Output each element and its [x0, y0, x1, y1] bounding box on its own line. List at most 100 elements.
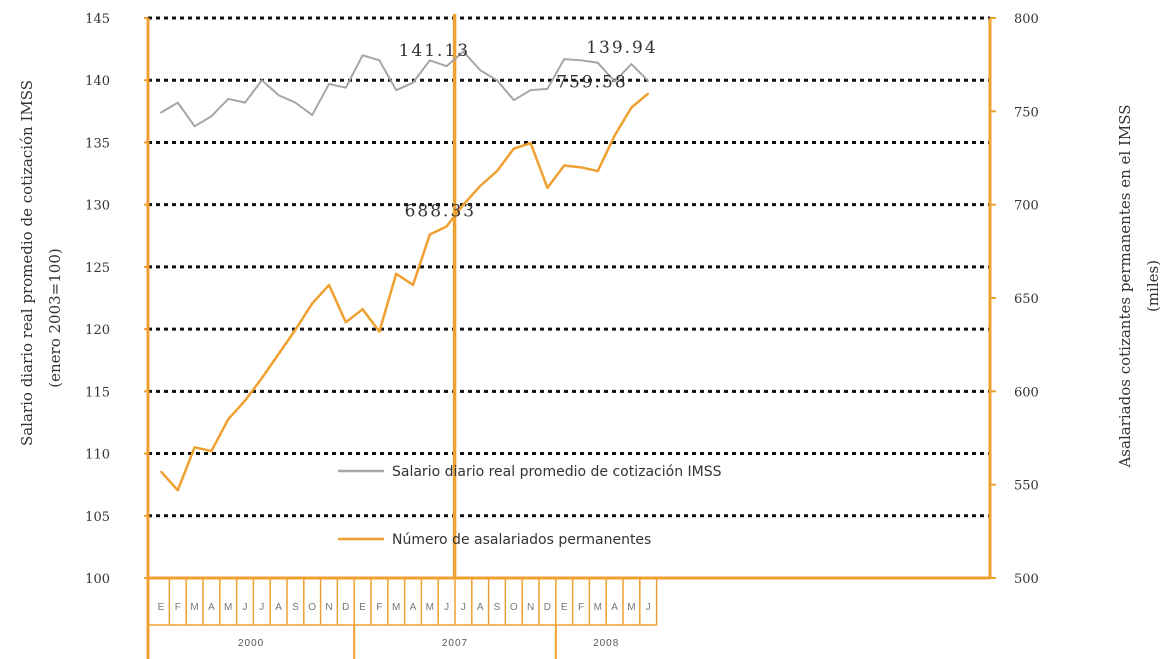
data-point	[311, 114, 314, 116]
data-point	[613, 134, 616, 137]
data-point	[412, 284, 414, 286]
x-month-label: O	[510, 602, 518, 613]
annotation-label: 139.94	[586, 38, 657, 58]
x-month-label: J	[444, 602, 449, 613]
data-point	[345, 86, 347, 89]
x-month-label: M	[190, 602, 198, 613]
data-point	[244, 399, 246, 402]
annotation-label: 759.58	[556, 72, 627, 92]
x-month-label: D	[342, 602, 349, 613]
annotation-label: 688.33	[405, 201, 476, 221]
y-right-title: Asalariados cotizantes permanentes en el…	[1116, 104, 1162, 468]
x-month-label: E	[158, 602, 165, 613]
x-month-label: S	[494, 602, 501, 613]
x-month-label: F	[376, 602, 382, 613]
data-point	[311, 302, 314, 305]
data-point	[647, 92, 649, 95]
x-month-label: M	[627, 602, 635, 613]
data-point	[395, 272, 398, 275]
data-point	[496, 79, 498, 82]
data-point	[261, 377, 263, 380]
x-year-label: 2007	[442, 638, 468, 649]
data-point	[177, 489, 179, 492]
y-left-tick-label: 115	[85, 385, 110, 400]
data-point	[529, 89, 532, 91]
data-point	[462, 50, 465, 53]
data-point	[277, 353, 280, 355]
data-point	[277, 94, 280, 96]
data-point	[160, 470, 162, 473]
y-right-tick-label: 550	[1014, 479, 1039, 494]
y-right-title-line2: (miles)	[1144, 260, 1162, 312]
data-point	[563, 164, 565, 167]
x-year-label: 2000	[238, 638, 264, 649]
data-point	[462, 203, 465, 206]
x-year-label: 2008	[593, 638, 619, 649]
data-point	[361, 54, 364, 57]
data-point	[445, 225, 448, 228]
data-point	[261, 79, 263, 82]
data-point	[244, 101, 246, 104]
x-month-label: F	[175, 602, 181, 613]
annotation-label: 141.13	[399, 41, 470, 61]
legend: Salario diario real promedio de cotizaci…	[338, 464, 722, 548]
data-point	[227, 418, 229, 421]
series-line-asalariados	[160, 92, 650, 492]
x-month-label: N	[325, 602, 332, 613]
x-month-label: M	[224, 602, 232, 613]
data-point	[513, 99, 515, 101]
data-point	[546, 88, 549, 90]
x-month-label: J	[646, 602, 651, 613]
data-point	[378, 330, 381, 333]
x-month-label: J	[243, 602, 248, 613]
data-point	[412, 81, 414, 84]
data-point	[294, 328, 297, 331]
data-point	[647, 80, 649, 82]
data-point	[580, 166, 582, 169]
y-left-tick-label: 110	[85, 448, 110, 463]
y-left-tick-label: 135	[85, 136, 110, 151]
data-point	[563, 58, 565, 60]
legend-label-asalariados: Número de asalariados permanentes	[392, 532, 651, 548]
data-point	[496, 170, 498, 172]
x-month-label: A	[208, 602, 215, 613]
data-point	[160, 111, 162, 114]
y-right-tick-label: 700	[1014, 199, 1039, 214]
data-point	[546, 187, 549, 189]
y-left-tick-label: 145	[85, 12, 110, 27]
x-month-label: N	[527, 602, 534, 613]
y-left-tick-label: 120	[85, 323, 110, 338]
axes: 100 105 110 115 120 125 130 135 140 145 500 550 600 6…	[85, 12, 1039, 659]
data-point	[529, 142, 532, 144]
x-month-label: O	[308, 602, 316, 613]
data-point	[328, 284, 330, 286]
y-left-title-line1: Salario diario real promedio de cotizaci…	[18, 80, 36, 446]
y-right-tick-label: 750	[1014, 105, 1039, 120]
y-right-tick-label: 500	[1014, 572, 1039, 587]
x-month-label: A	[611, 602, 618, 613]
x-month-label: A	[477, 602, 484, 613]
data-point	[210, 115, 213, 118]
x-month-label: E	[359, 602, 366, 613]
y-left-title: Salario diario real promedio de cotizaci…	[18, 80, 64, 446]
data-point	[597, 170, 599, 172]
x-month-label: E	[561, 602, 568, 613]
series-line-salario	[160, 50, 649, 128]
data-point	[513, 147, 515, 150]
data-point	[597, 62, 599, 64]
data-point	[193, 446, 196, 449]
y-left-tick-label: 105	[85, 510, 110, 525]
y-right-title-line1: Asalariados cotizantes permanentes en el…	[1116, 104, 1134, 468]
data-point	[210, 450, 213, 452]
data-point	[445, 65, 448, 67]
data-point	[193, 125, 196, 128]
data-point	[630, 106, 633, 109]
y-right-tick-label: 600	[1014, 385, 1039, 400]
y-right-tick-label: 800	[1014, 12, 1039, 27]
data-point	[328, 83, 330, 85]
data-point	[479, 185, 482, 187]
x-month-label: A	[275, 602, 282, 613]
x-month-label: M	[594, 602, 602, 613]
x-month-label: J	[259, 602, 264, 613]
